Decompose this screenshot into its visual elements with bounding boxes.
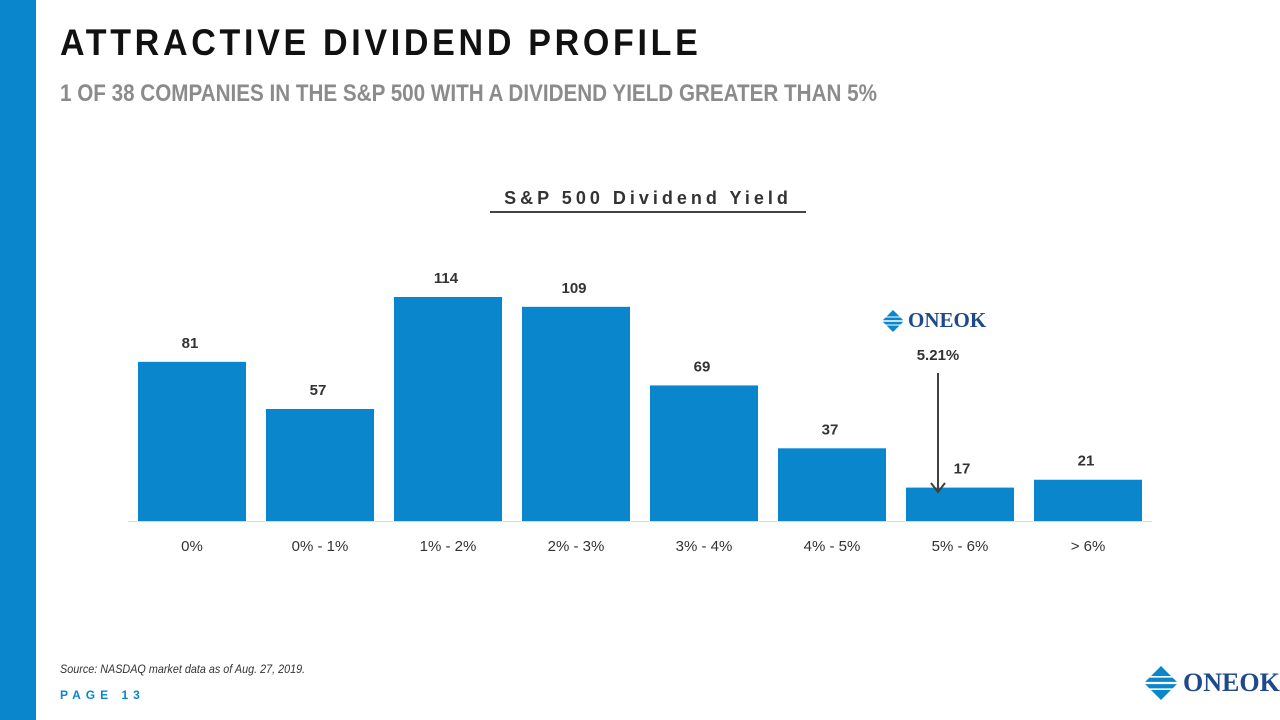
bar bbox=[138, 361, 246, 521]
category-label: 2% - 3% bbox=[548, 538, 605, 555]
source-note: Source: NASDAQ market data as of Aug. 27… bbox=[60, 662, 306, 676]
category-label: 0% bbox=[181, 538, 203, 555]
annotation-arrow-head bbox=[930, 482, 946, 494]
left-accent-bar bbox=[0, 0, 36, 720]
category-label: 5% - 6% bbox=[932, 538, 989, 555]
oneok-logo-footer: ONEOK bbox=[1144, 666, 1280, 700]
category-label: 0% - 1% bbox=[292, 538, 349, 555]
oneok-logo-text: ONEOK bbox=[1183, 668, 1280, 697]
page-subtitle: 1 OF 38 COMPANIES IN THE S&P 500 WITH A … bbox=[60, 80, 877, 107]
bar bbox=[906, 487, 1014, 521]
chart-title: S&P 500 Dividend Yield bbox=[504, 188, 792, 208]
chart-title-underline bbox=[490, 211, 806, 213]
category-label: 4% - 5% bbox=[804, 538, 861, 555]
category-label: > 6% bbox=[1071, 538, 1106, 555]
page-title: ATTRACTIVE DIVIDEND PROFILE bbox=[60, 22, 702, 63]
data-label: 109 bbox=[561, 280, 586, 297]
bar bbox=[266, 409, 374, 521]
annotation-label: 5.21% bbox=[917, 347, 960, 364]
oneok-logo-text: ONEOK bbox=[908, 308, 987, 332]
oneok-logo-chart: ONEOK bbox=[882, 308, 986, 333]
data-label: 21 bbox=[1078, 453, 1095, 470]
bar bbox=[522, 306, 630, 521]
data-label: 37 bbox=[822, 421, 839, 438]
oneok-diamond-icon bbox=[1144, 666, 1178, 700]
bar bbox=[1034, 479, 1142, 521]
data-label: 69 bbox=[694, 358, 711, 375]
category-label: 1% - 2% bbox=[420, 538, 477, 555]
data-label: 114 bbox=[434, 270, 459, 287]
data-label: 17 bbox=[954, 461, 971, 478]
page-number: PAGE 13 bbox=[60, 688, 145, 702]
data-label: 57 bbox=[310, 382, 327, 399]
bar bbox=[778, 448, 886, 521]
bar bbox=[650, 385, 758, 521]
oneok-diamond-icon bbox=[882, 309, 904, 332]
bar bbox=[394, 297, 502, 521]
category-label: 3% - 4% bbox=[676, 538, 733, 555]
data-label: 81 bbox=[182, 335, 199, 352]
